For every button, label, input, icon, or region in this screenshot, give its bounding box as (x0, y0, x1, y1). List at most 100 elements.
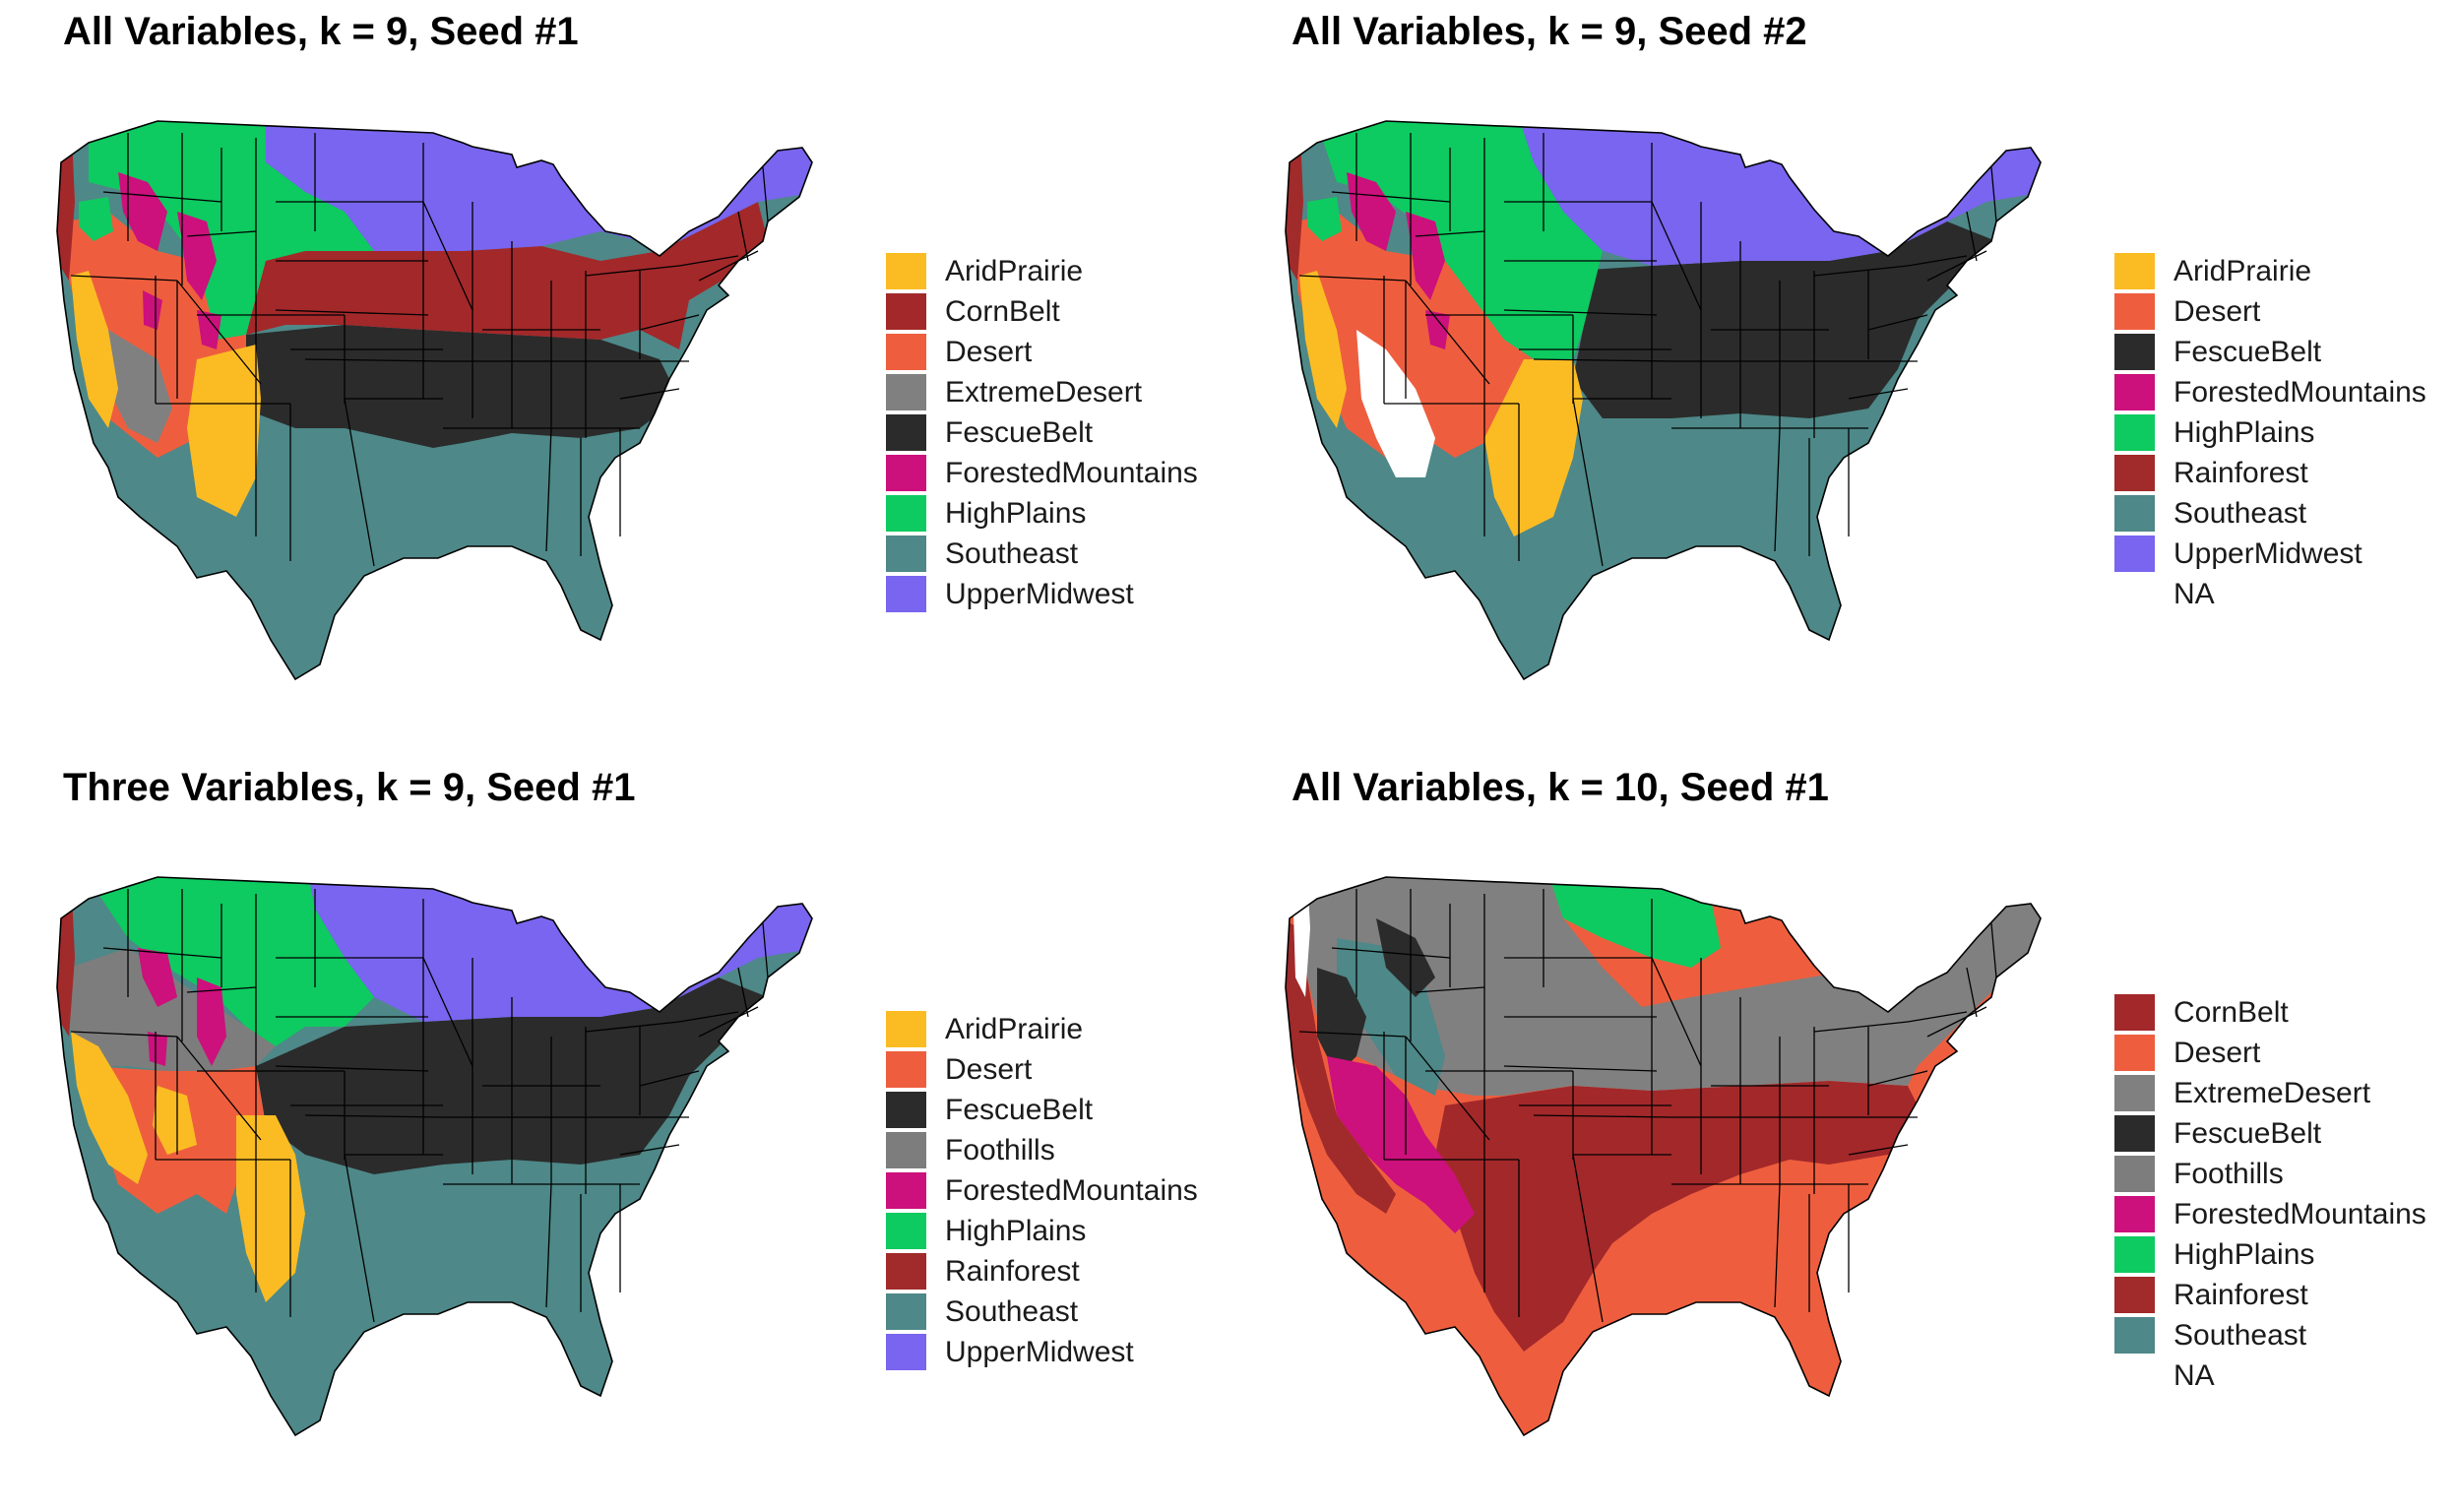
legend-entry: ExtremeDesert (886, 372, 1198, 412)
legend-entry: Desert (886, 332, 1198, 372)
legend-label: FescueBelt (2174, 335, 2322, 368)
region-highplains (89, 877, 374, 1046)
legend-entry: NA (2114, 574, 2426, 614)
legend-label: AridPrairie (945, 254, 1084, 287)
cluster-map (1285, 120, 2042, 680)
legend-entry: Southeast (2114, 1315, 2426, 1355)
region-forestedmountains (1347, 172, 1450, 349)
legend-entry: ExtremeDesert (2114, 1073, 2426, 1113)
legend-label: Desert (2174, 294, 2261, 328)
region-extremedesert (1302, 877, 2041, 1096)
region-highplains (1317, 121, 1603, 359)
legend-entry: ForestedMountains (886, 1170, 1198, 1211)
panel-all-k10-seed1: All Variables, k = 10, Seed #1 CornBelt D… (1228, 756, 2457, 1512)
region-aridprairie-coast (1299, 271, 1347, 428)
legend-entry: Rainforest (886, 1251, 1198, 1292)
legend-swatch (2114, 576, 2155, 612)
legend-label: HighPlains (945, 1214, 1087, 1247)
legend-entry: HighPlains (886, 1211, 1198, 1251)
legend-entry: Desert (2114, 291, 2426, 332)
legend-entry: FescueBelt (886, 412, 1198, 453)
legend-swatch (2114, 253, 2155, 289)
legend-label: CornBelt (2174, 995, 2289, 1029)
legend-entry: Desert (886, 1049, 1198, 1090)
legend-swatch (2114, 495, 2155, 532)
legend-swatch (2114, 1115, 2155, 1152)
cluster-map (1285, 876, 2042, 1436)
legend-entry: ForestedMountains (2114, 1194, 2426, 1234)
legend-entry: NA (2114, 1355, 2426, 1396)
legend-swatch (886, 1011, 926, 1047)
legend-label: Southeast (945, 536, 1079, 570)
legend-entry: Southeast (2114, 493, 2426, 534)
legend-entry: ForestedMountains (886, 453, 1198, 493)
legend-label: ForestedMountains (945, 456, 1198, 489)
legend-label: ExtremeDesert (945, 375, 1143, 409)
legend-swatch (2114, 536, 2155, 572)
legend-swatch (2114, 1035, 2155, 1071)
legend-swatch (886, 1051, 926, 1088)
legend-entry: Desert (2114, 1033, 2426, 1073)
legend-swatch (886, 414, 926, 451)
region-extremedesert (108, 330, 172, 443)
panel-three-k9-seed1: Three Variables, k = 9, Seed #1 AridPrai… (0, 756, 1228, 1512)
legend-entry: AridPrairie (886, 1009, 1198, 1049)
region-aridprairie-coast (71, 271, 118, 428)
legend-label: Southeast (2174, 1318, 2307, 1352)
cluster-map (56, 120, 813, 680)
legend-label: UpperMidwest (2174, 536, 2362, 570)
legend-label: AridPrairie (2174, 254, 2312, 287)
legend-swatch (2114, 1156, 2155, 1192)
cluster-map (56, 876, 813, 1436)
legend-swatch (886, 495, 926, 532)
legend-swatch (2114, 374, 2155, 410)
legend-label: Desert (945, 335, 1033, 368)
legend-label: ForestedMountains (2174, 375, 2426, 409)
legend: AridPrairie CornBelt Desert ExtremeDesert Fe… (886, 251, 1198, 614)
legend-swatch (2114, 1196, 2155, 1232)
panel-title: All Variables, k = 10, Seed #1 (1292, 766, 1829, 809)
panel-all-k9-seed2: All Variables, k = 9, Seed #2 AridPrairi… (1228, 0, 2457, 756)
region-cornbelt (246, 202, 768, 349)
region-desert (1297, 212, 1534, 458)
region-fescuebelt (246, 325, 679, 448)
legend-label: HighPlains (2174, 1237, 2315, 1271)
legend-entry: Rainforest (2114, 1275, 2426, 1315)
legend-entry: Foothills (886, 1130, 1198, 1170)
legend-label: Rainforest (2174, 1278, 2308, 1311)
legend-entry: FescueBelt (2114, 332, 2426, 372)
region-highplains-patch (79, 197, 113, 241)
legend-label: HighPlains (945, 496, 1087, 530)
legend-label: HighPlains (2174, 415, 2315, 449)
legend-label: Desert (2174, 1036, 2261, 1069)
legend-swatch (2114, 1357, 2155, 1394)
legend-swatch (886, 1172, 926, 1209)
legend-swatch (886, 455, 926, 491)
legend-swatch (2114, 455, 2155, 491)
legend-entry: FescueBelt (886, 1090, 1198, 1130)
legend-swatch (886, 1253, 926, 1290)
legend-swatch (2114, 293, 2155, 330)
legend-entry: CornBelt (886, 291, 1198, 332)
legend-label: AridPrairie (945, 1012, 1084, 1045)
legend-swatch (2114, 994, 2155, 1031)
legend-swatch (2114, 414, 2155, 451)
legend-swatch (886, 576, 926, 612)
legend-entry: UpperMidwest (886, 574, 1198, 614)
panel-title: All Variables, k = 9, Seed #1 (63, 10, 579, 53)
legend-swatch (886, 1132, 926, 1168)
legend-swatch (2114, 1236, 2155, 1273)
legend-swatch (2114, 1277, 2155, 1313)
region-aridprairie-west (71, 1032, 197, 1184)
legend-label: FescueBelt (2174, 1116, 2322, 1150)
region-aridprairie (187, 345, 261, 517)
legend-swatch (886, 293, 926, 330)
legend-label: FescueBelt (945, 1093, 1094, 1126)
region-highplains (89, 121, 374, 340)
legend-label: NA (2174, 1358, 2215, 1392)
legend-entry: UpperMidwest (886, 1332, 1198, 1372)
legend-swatch (2114, 1317, 2155, 1354)
legend-label: Southeast (2174, 496, 2307, 530)
legend-entry: Foothills (2114, 1154, 2426, 1194)
region-aridprairie (236, 1115, 305, 1302)
